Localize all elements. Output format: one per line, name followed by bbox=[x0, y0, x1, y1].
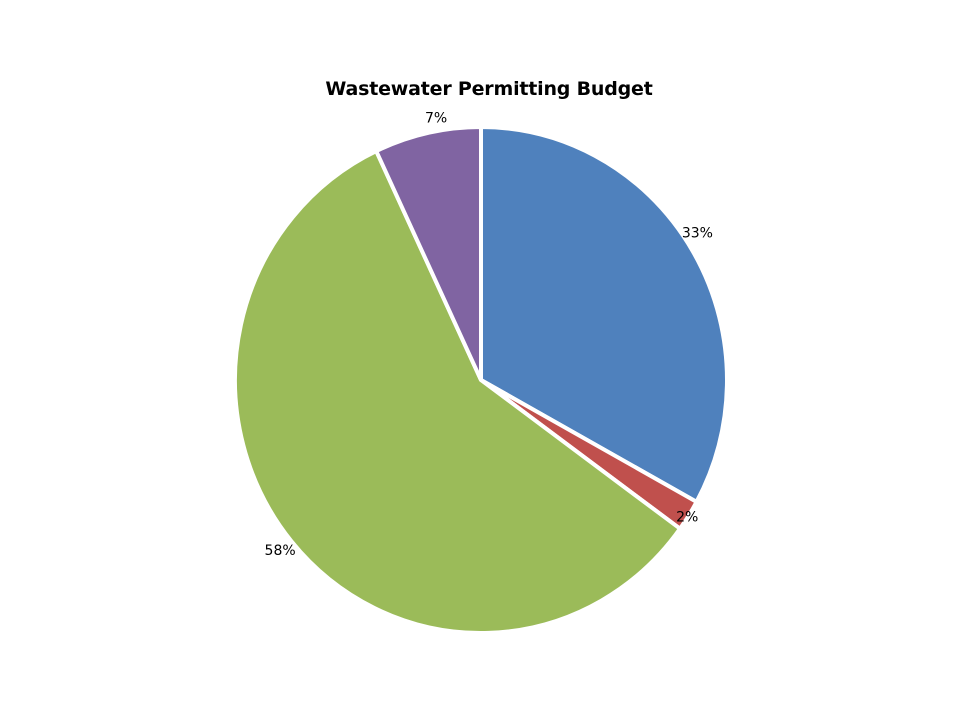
pie-slice-4 bbox=[374, 125, 483, 382]
chart-title: Wastewater Permitting Budget bbox=[325, 78, 653, 100]
slice-label-2: 2% bbox=[676, 510, 698, 526]
slice-label-3: 58% bbox=[265, 543, 296, 559]
pie-labels: 33% 2% 58% 7% bbox=[265, 110, 713, 559]
pie-slices bbox=[233, 125, 729, 635]
slice-label-4: 7% bbox=[425, 110, 447, 126]
slice-label-1: 33% bbox=[682, 226, 713, 242]
pie-slice-1 bbox=[479, 125, 729, 504]
pie-slice-3 bbox=[233, 149, 683, 635]
